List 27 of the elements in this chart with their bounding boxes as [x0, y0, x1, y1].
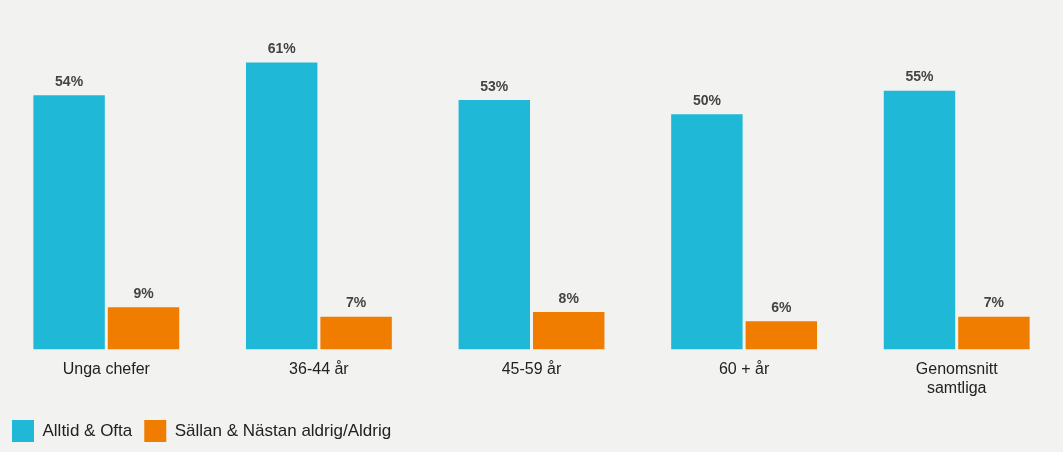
- data-label: 7%: [345, 294, 367, 311]
- data-label: 61%: [267, 40, 297, 57]
- bar: [745, 321, 818, 350]
- legend-label: Sällan & Nästan aldrig/Aldrig: [174, 420, 392, 440]
- data-label: 55%: [905, 68, 935, 85]
- legend-label: Alltid & Ofta: [42, 420, 133, 440]
- bar: [958, 316, 1030, 350]
- data-label: 50%: [692, 92, 722, 109]
- data-label: 6%: [771, 299, 792, 316]
- bar: [532, 311, 605, 350]
- data-label: 54%: [55, 73, 84, 90]
- x-tick-label: Genomsnitt samtliga: [915, 359, 999, 396]
- bar: [671, 114, 743, 350]
- x-tick-label: 36-44 år: [289, 359, 350, 377]
- x-tick-label: Unga chefer: [62, 359, 151, 377]
- data-label: 53%: [480, 77, 509, 94]
- x-tick-label: 60 + år: [718, 359, 770, 377]
- bar: [458, 100, 531, 350]
- bar: [107, 307, 180, 350]
- data-label: 8%: [558, 289, 580, 306]
- bar: [883, 90, 956, 350]
- bar: [245, 62, 318, 350]
- x-tick-label: 45-59 år: [501, 359, 562, 377]
- bar: [320, 316, 392, 350]
- data-label: 7%: [983, 294, 1005, 311]
- bar: [33, 95, 105, 350]
- data-label: 9%: [133, 285, 155, 302]
